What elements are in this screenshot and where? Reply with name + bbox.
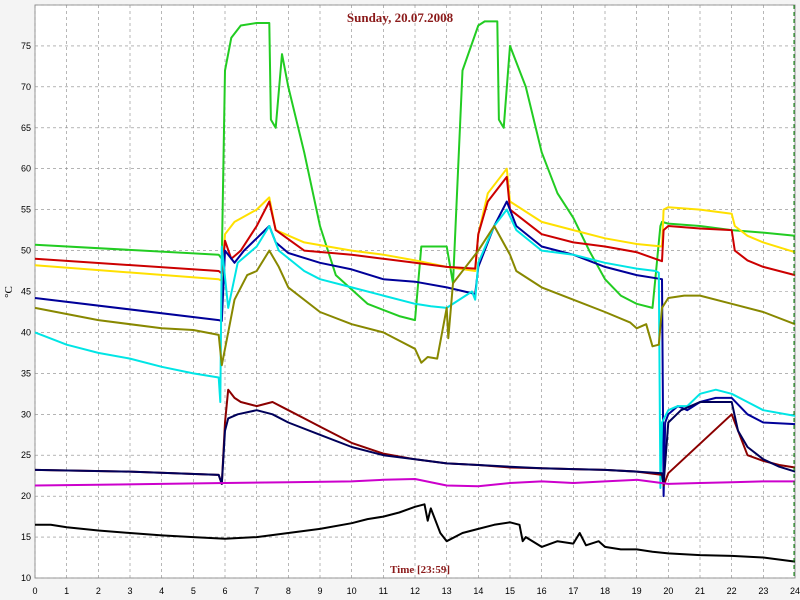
x-tick-label: 16	[537, 586, 547, 596]
x-tick-label: 4	[159, 586, 164, 596]
series-lines	[34, 20, 796, 563]
x-tick-label: 10	[347, 586, 357, 596]
series-line	[34, 401, 796, 485]
x-tick-label: 18	[600, 586, 610, 596]
x-tick-label: 2	[96, 586, 101, 596]
x-tick-label: 17	[568, 586, 578, 596]
series-line	[34, 208, 796, 489]
y-tick-label: 20	[21, 491, 31, 501]
x-tick-label: 14	[473, 586, 483, 596]
y-tick-label: 10	[21, 573, 31, 583]
x-tick-label: 23	[758, 586, 768, 596]
x-tick-labels: 0 1 2 3 4 5 6 7 8 9 10 11 12 13 14 15 16 17 18 19 20 21 22 23 24	[32, 586, 800, 596]
series-line	[34, 200, 796, 498]
x-tick-label: 20	[663, 586, 673, 596]
x-tick-label: 5	[191, 586, 196, 596]
y-tick-label: 30	[21, 409, 31, 419]
gridlines	[34, 4, 796, 579]
series-line	[34, 225, 796, 367]
x-tick-label: 12	[410, 586, 420, 596]
x-tick-label: 15	[505, 586, 515, 596]
series-line	[34, 478, 795, 488]
y-tick-label: 75	[21, 41, 31, 51]
x-tick-label: 24	[790, 586, 800, 596]
y-tick-label: 50	[21, 246, 31, 256]
x-tick-label: 0	[32, 586, 37, 596]
y-tick-labels: 10 15 20 25 30 35 40 45 50 55 60 65 70 75	[21, 41, 31, 583]
x-tick-label: 11	[379, 586, 388, 596]
x-tick-label: 19	[632, 586, 642, 596]
y-tick-label: 40	[21, 327, 31, 337]
y-tick-label: 70	[21, 82, 31, 92]
y-tick-label: 45	[21, 287, 31, 297]
x-tick-label: 6	[222, 586, 227, 596]
x-tick-label: 3	[127, 586, 132, 596]
x-tick-label: 22	[727, 586, 737, 596]
series-line	[34, 167, 796, 282]
y-tick-label: 15	[21, 532, 31, 542]
x-tick-label: 13	[442, 586, 452, 596]
series-line	[34, 175, 796, 277]
x-tick-label: 1	[64, 586, 69, 596]
y-tick-label: 55	[21, 205, 31, 215]
y-tick-label: 35	[21, 368, 31, 378]
x-tick-label: 7	[254, 586, 259, 596]
x-tick-label: 8	[286, 586, 291, 596]
x-tick-label: 9	[317, 586, 322, 596]
series-line	[35, 503, 796, 563]
y-tick-label: 60	[21, 164, 31, 174]
chart-title: Sunday, 20.07.2008	[347, 10, 454, 25]
y-tick-label: 65	[21, 123, 31, 133]
x-tick-label: 21	[695, 586, 705, 596]
y-tick-label: 25	[21, 450, 31, 460]
y-axis-label: °C	[3, 286, 15, 298]
x-axis-label: Time [23:59]	[390, 564, 450, 576]
